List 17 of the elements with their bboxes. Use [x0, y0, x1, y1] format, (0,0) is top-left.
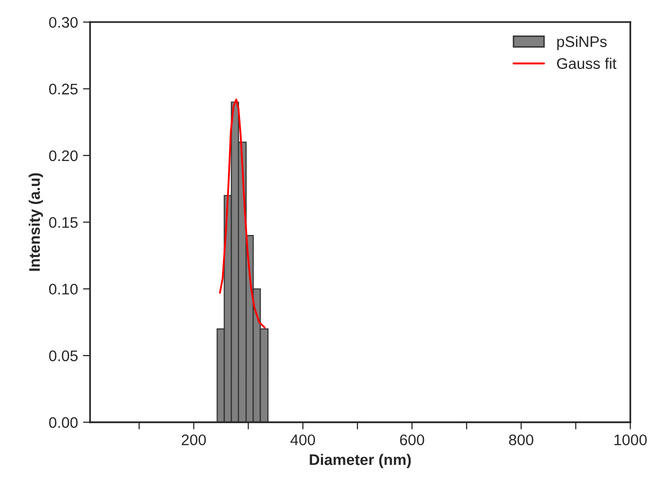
x-tick-label: 800: [509, 434, 534, 446]
x-axis-title: Diameter (nm): [310, 454, 411, 468]
legend-label: pSiNPs: [557, 36, 607, 50]
y-tick-label: 0.20: [49, 150, 78, 162]
y-tick-label: 0.10: [49, 284, 78, 295]
y-tick-label: 0.15: [49, 217, 78, 228]
x-tick-label: 600: [400, 434, 424, 446]
y-tick-label: 0.05: [49, 350, 78, 362]
x-tick-label: 200: [182, 434, 206, 446]
line-series: [219, 98, 266, 328]
y-tick-label: 0.00: [49, 417, 78, 428]
y-tick-label: 0.25: [49, 84, 78, 94]
x-tick-label: 1000: [614, 434, 647, 446]
x-tick-label: 400: [290, 434, 316, 446]
y-tick-label: 0.30: [49, 16, 78, 28]
legend-label: Gauss fit: [557, 58, 616, 69]
y-axis-title: Intensity (a.u): [28, 173, 43, 271]
